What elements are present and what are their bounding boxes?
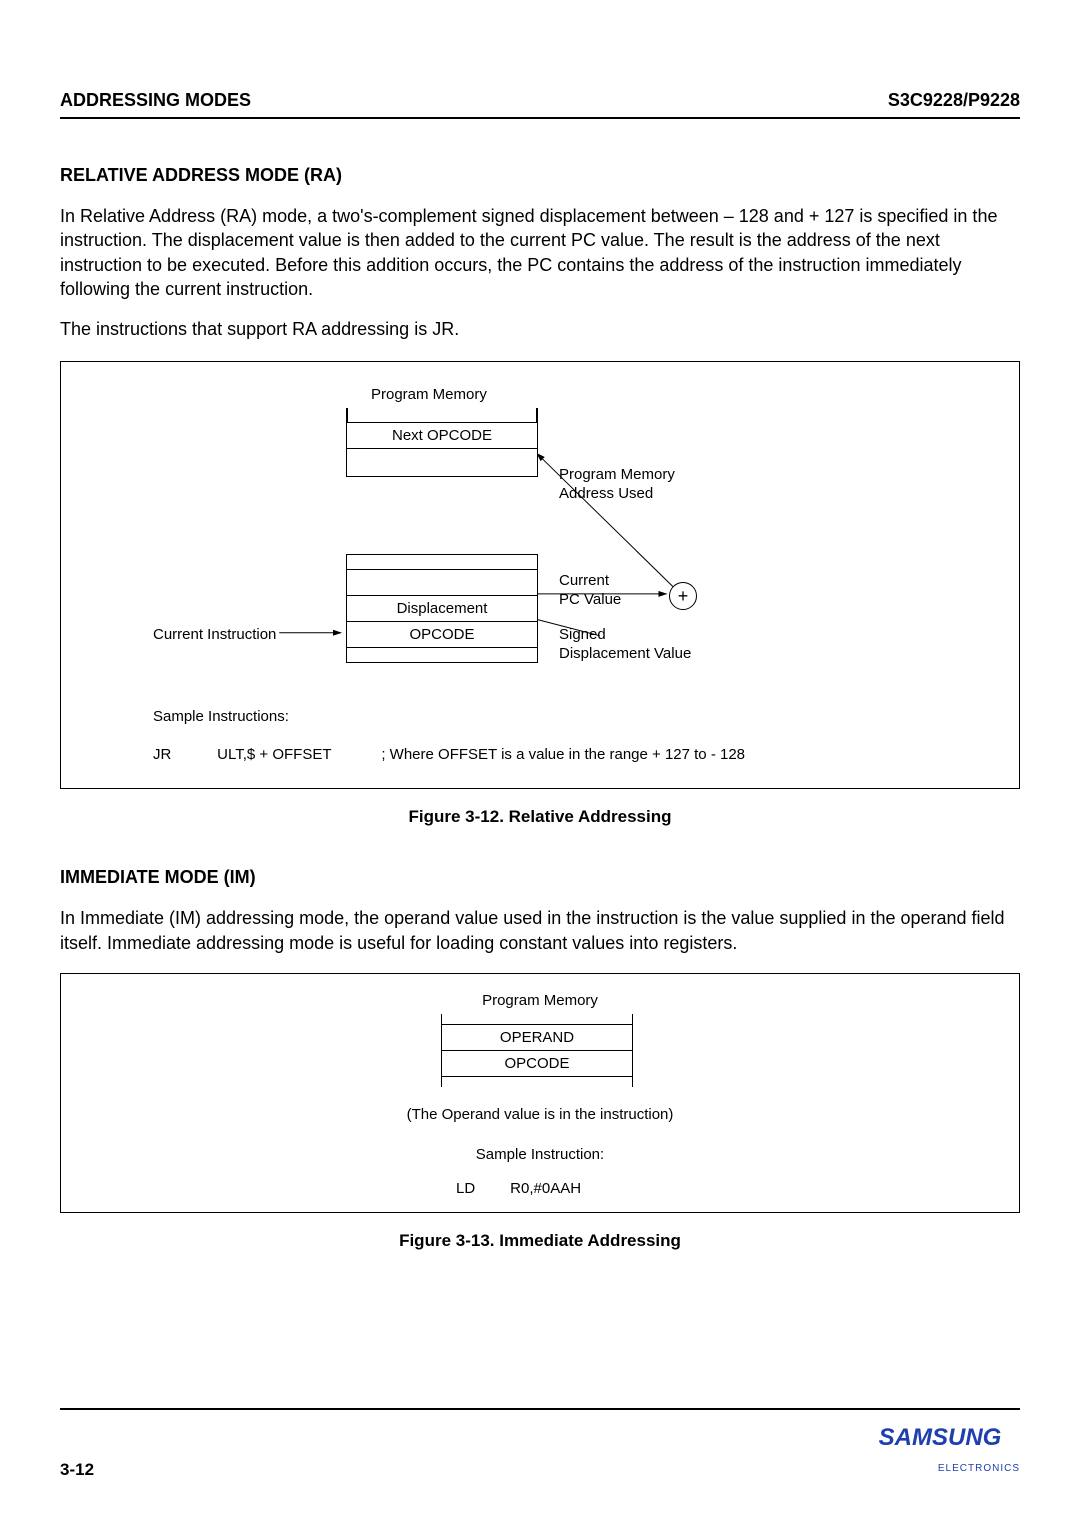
operand-cell: OPERAND [442,1025,632,1051]
fig2-caption: Figure 3-13. Immediate Addressing [60,1231,1020,1251]
fig2-pm-label: Program Memory [61,992,1019,1009]
current-instruction-label: Current Instruction [153,626,276,643]
page-number: 3-12 [60,1460,94,1480]
figure-im: Program Memory OPERAND OPCODE (The Opera… [60,973,1020,1213]
svg-text:SAMSUNG: SAMSUNG [879,1424,1002,1451]
header-left: ADDRESSING MODES [60,90,251,111]
sample-instr-label: Sample Instructions: [153,708,289,725]
opcode-cell-2: OPCODE [442,1051,632,1077]
im-title: IMMEDIATE MODE (IM) [60,867,1020,888]
page-header: ADDRESSING MODES S3C9228/P9228 [60,90,1020,119]
signed-disp-label: Signed Displacement Value [559,626,691,664]
pm-label: Program Memory [371,386,487,403]
upper-mem-block: Next OPCODE [346,408,538,477]
brand-logo: SAMSUNG ELECTRONICS [860,1420,1020,1474]
next-opcode-cell: Next OPCODE [347,423,537,449]
figure-ra: Program Memory Next OPCODE Program Memor… [60,361,1020,789]
displacement-cell: Displacement [347,596,537,622]
fig2-mem-block: OPERAND OPCODE [441,1014,633,1087]
sample-instr-line: JR ULT,$ + OFFSET ; Where OFFSET is a va… [153,746,745,763]
header-right: S3C9228/P9228 [888,90,1020,111]
lower-mem-block: Displacement OPCODE [346,554,538,663]
ra-para1: In Relative Address (RA) mode, a two's-c… [60,204,1020,301]
page-footer: 3-12 SAMSUNG ELECTRONICS [60,1408,1020,1480]
samsung-logo-icon: SAMSUNG [860,1420,1020,1456]
fig2-sample-label: Sample Instruction: [61,1146,1019,1163]
pm-addr-used: Program Memory Address Used [559,466,675,504]
im-para1: In Immediate (IM) addressing mode, the o… [60,906,1020,955]
current-pc-label: Current PC Value [559,572,621,610]
fig2-note: (The Operand value is in the instruction… [61,1106,1019,1123]
electronics-label: ELECTRONICS [860,1463,1020,1474]
ra-title: RELATIVE ADDRESS MODE (RA) [60,165,1020,186]
fig2-sample-line: LD R0,#0AAH [456,1180,581,1197]
opcode-cell: OPCODE [347,622,537,648]
fig1-caption: Figure 3-12. Relative Addressing [60,807,1020,827]
ra-para2: The instructions that support RA address… [60,317,1020,341]
